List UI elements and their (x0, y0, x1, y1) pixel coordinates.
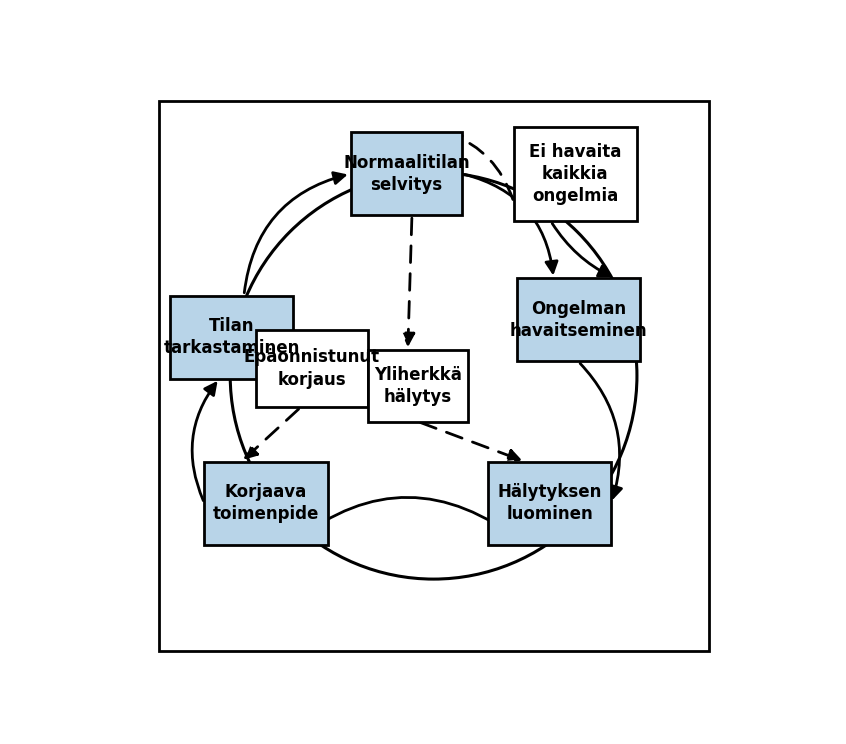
FancyArrowPatch shape (465, 174, 557, 272)
FancyArrowPatch shape (552, 223, 610, 276)
FancyArrowPatch shape (192, 383, 216, 501)
FancyBboxPatch shape (368, 350, 468, 422)
FancyArrowPatch shape (244, 173, 345, 292)
FancyArrowPatch shape (420, 423, 519, 461)
FancyBboxPatch shape (488, 461, 611, 545)
FancyBboxPatch shape (256, 330, 368, 407)
FancyArrowPatch shape (295, 498, 523, 543)
FancyArrowPatch shape (451, 133, 513, 199)
FancyBboxPatch shape (170, 295, 294, 379)
FancyArrowPatch shape (580, 363, 622, 498)
Text: Ongelman
havaitseminen: Ongelman havaitseminen (509, 300, 647, 340)
Text: Korjaava
toimenpide: Korjaava toimenpide (213, 483, 319, 523)
FancyBboxPatch shape (514, 126, 637, 221)
Text: Hälytyksen
luominen: Hälytyksen luominen (497, 483, 602, 523)
FancyBboxPatch shape (205, 461, 327, 545)
Text: Yliherkkä
hälytys: Yliherkkä hälytys (374, 365, 462, 405)
FancyBboxPatch shape (517, 278, 640, 362)
Text: Epäonnistunut
korjaus: Epäonnistunut korjaus (244, 348, 380, 388)
Text: Normaalitilan
selvitys: Normaalitilan selvitys (343, 154, 470, 194)
FancyArrowPatch shape (245, 409, 299, 458)
FancyArrowPatch shape (282, 333, 293, 356)
FancyBboxPatch shape (158, 100, 709, 651)
FancyArrowPatch shape (403, 218, 414, 344)
Text: Tilan
tarkastaminen: Tilan tarkastaminen (163, 317, 299, 357)
Text: Ei havaita
kaikkia
ongelmia: Ei havaita kaikkia ongelmia (530, 143, 622, 205)
FancyBboxPatch shape (350, 132, 462, 215)
